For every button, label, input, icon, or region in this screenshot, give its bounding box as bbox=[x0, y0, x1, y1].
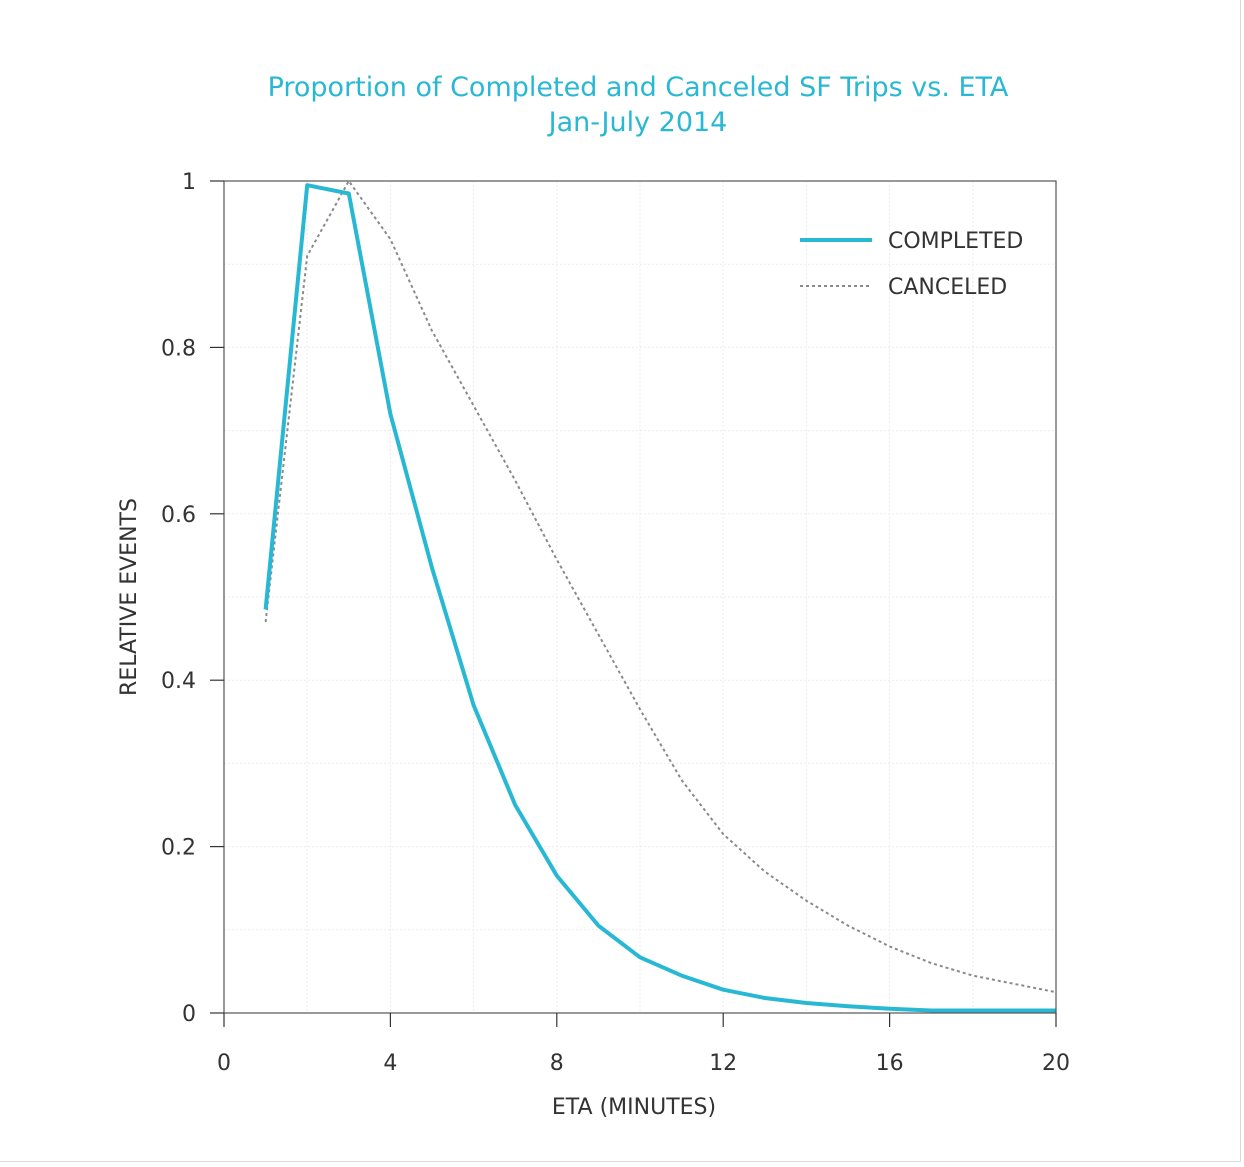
plot-area-border bbox=[223, 180, 1057, 1014]
y-tick-label: 1 bbox=[182, 170, 196, 195]
chart-subtitle: Jan-July 2014 bbox=[547, 107, 728, 138]
axis-ticks: 0 4 8 12 16 20 0 0.2 0.4 0.6 0.8 1 bbox=[161, 170, 1070, 1076]
series-line-completed bbox=[263, 183, 1056, 1013]
grid-lines bbox=[224, 181, 1056, 1013]
series-layer bbox=[263, 180, 1057, 1013]
y-tick-label: 0 bbox=[182, 1002, 196, 1027]
y-axis-label: RELATIVE EVENTS bbox=[117, 498, 142, 696]
frame-bottom-edge bbox=[0, 1161, 1241, 1162]
x-axis-label: ETA (MINUTES) bbox=[552, 1095, 716, 1120]
x-tick-label: 16 bbox=[876, 1051, 904, 1076]
chart-title: Proportion of Completed and Canceled SF … bbox=[268, 72, 1009, 103]
series-line-canceled bbox=[264, 180, 1057, 994]
y-tick-label: 0.4 bbox=[161, 669, 196, 694]
legend-canceled-label: CANCELED bbox=[888, 275, 1007, 300]
x-tick-label: 8 bbox=[550, 1051, 564, 1076]
frame-right-edge bbox=[1240, 0, 1241, 1162]
legend-completed-label: COMPLETED bbox=[888, 229, 1023, 254]
x-tick-label: 4 bbox=[383, 1051, 397, 1076]
y-tick-label: 0.6 bbox=[161, 503, 196, 528]
x-tick-label: 20 bbox=[1042, 1051, 1070, 1076]
x-tick-label: 12 bbox=[709, 1051, 737, 1076]
y-tick-label: 0.2 bbox=[161, 836, 196, 861]
x-tick-label: 0 bbox=[217, 1051, 231, 1076]
y-tick-label: 0.8 bbox=[161, 336, 196, 361]
legend: COMPLETED CANCELED bbox=[800, 229, 1023, 300]
